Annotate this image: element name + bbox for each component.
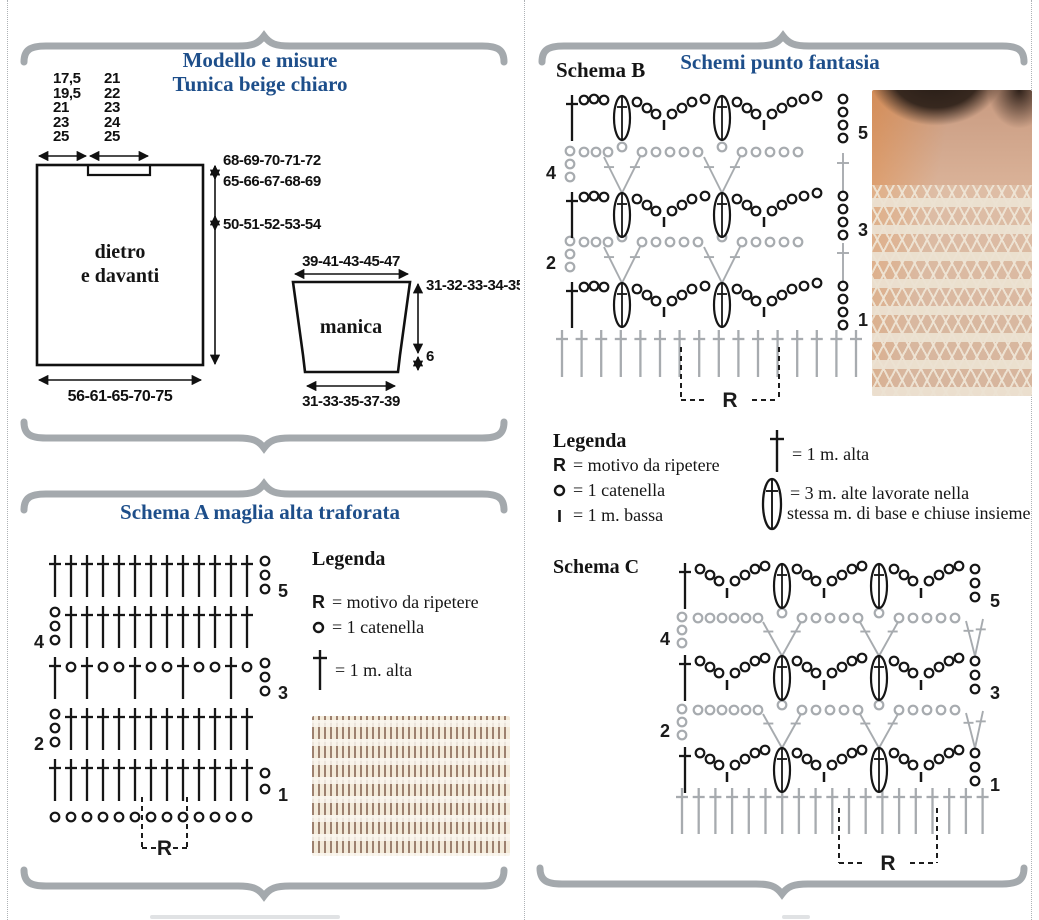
model-title-line2: Tunica beige chiaro — [172, 72, 348, 96]
svg-text:5: 5 — [858, 123, 868, 143]
svg-text:4: 4 — [660, 629, 670, 649]
svg-text:3: 3 — [278, 683, 288, 703]
meas-bottom: 56-61-65-70-75 — [68, 388, 173, 405]
chain-stitch-icon — [312, 621, 325, 634]
svg-text:R: R — [880, 852, 895, 875]
tall-stitch-text: = 1 m. alta — [792, 444, 870, 464]
sleeve-top-meas: 39-41-43-45-47 — [302, 253, 400, 270]
legend-item-chain: = 1 catenella — [553, 480, 763, 501]
schema-c-chart: 4 2 5 3 1 R — [660, 560, 1000, 875]
body-piece-label-2: e davanti — [81, 265, 160, 287]
svg-text:1: 1 — [858, 310, 868, 330]
legend-item-repeat: R = motivo da ripetere — [312, 592, 479, 612]
body-piece-outline — [35, 163, 205, 367]
svg-text:2: 2 — [34, 734, 44, 754]
size-table-col1: 17,5 19,5 21 23 25 — [53, 70, 81, 146]
schema-a-legend: R = motivo da ripetere = 1 catenella = 1… — [312, 592, 512, 696]
garment-measurement-diagram: dietro e davanti 68-69-70-71-72 65-66-67… — [35, 150, 520, 410]
svg-text:2: 2 — [660, 721, 670, 741]
svg-text:1: 1 — [278, 785, 288, 805]
chain-stitch-icon — [553, 484, 566, 497]
svg-text:4: 4 — [34, 632, 44, 652]
sleeve-right-meas: 31-32-33-34-35 — [426, 277, 520, 294]
neck-notch — [86, 165, 152, 177]
schema-a-legend-heading: Legenda — [312, 548, 386, 570]
single-crochet-icon — [558, 509, 561, 522]
svg-text:1: 1 — [990, 775, 1000, 795]
svg-text:R: R — [722, 389, 737, 412]
svg-text:3: 3 — [858, 220, 868, 240]
fancy-stitch-title: Schemi punto fantasia — [680, 50, 880, 74]
model-title-line1: Modello e misure — [182, 48, 338, 72]
svg-text:4: 4 — [546, 163, 556, 183]
sleeve-label: manica — [320, 316, 382, 338]
meas-right-mid: 50-51-52-53-54 — [223, 216, 322, 233]
cluster-stitch-text-line2: stessa m. di base e chiuse insieme — [787, 503, 1031, 523]
svg-text:3: 3 — [990, 683, 1000, 703]
size-table-col2: 21 22 23 24 25 — [104, 70, 120, 146]
svg-text:5: 5 — [990, 591, 1000, 611]
body-piece-label-1: dietro — [95, 241, 146, 263]
sleeve-bottom-meas: 31-33-35-37-39 — [302, 393, 400, 410]
schema-bc-legend: R = motivo da ripetere = 1 catenella = 1… — [553, 455, 763, 530]
schema-b-chart: 4 2 5 3 1 R — [546, 90, 868, 412]
legend-item-chain: = 1 catenella — [312, 617, 512, 638]
svg-text:2: 2 — [546, 253, 556, 273]
legend-item-single-crochet: = 1 m. bassa — [553, 505, 763, 526]
svg-text:R: R — [157, 837, 172, 860]
meas-right-top2: 65-66-67-68-69 — [223, 173, 321, 190]
repeat-symbol: R — [312, 592, 325, 612]
tall-stitch-icon — [313, 650, 327, 690]
legend-item-tall-stitch: = 1 m. alta — [312, 648, 512, 692]
left-crop-dotted-line — [7, 0, 8, 920]
schema-bc-legend-heading: Legenda — [553, 430, 627, 452]
tall-stitch-icon — [770, 430, 784, 472]
schema-a-title: Schema A maglia alta traforata — [120, 500, 400, 524]
cropped-text-mark — [782, 915, 810, 919]
cluster-stitch-text-line1: = 3 m. alte lavorate nella — [790, 483, 970, 503]
center-divider-dotted-line — [524, 0, 525, 920]
photo-neckline-detail — [872, 90, 1032, 396]
schema-c-label: Schema C — [553, 556, 640, 578]
photo-stitch-swatch — [312, 716, 510, 856]
cluster-stitch-icon — [761, 477, 783, 531]
sleeve-outline — [291, 280, 412, 374]
sleeve-cuff-meas: 6 — [426, 348, 434, 365]
cropped-text-mark — [150, 915, 340, 919]
right-crop-dotted-line — [1031, 0, 1032, 920]
meas-right-top: 68-69-70-71-72 — [223, 152, 321, 169]
svg-text:5: 5 — [278, 581, 288, 601]
schema-b-label: Schema B — [556, 58, 646, 82]
schema-a-chart: 5 4 3 2 1 R — [34, 555, 288, 860]
repeat-symbol: R — [553, 455, 566, 475]
legend-item-repeat: R = motivo da ripetere — [553, 455, 720, 475]
